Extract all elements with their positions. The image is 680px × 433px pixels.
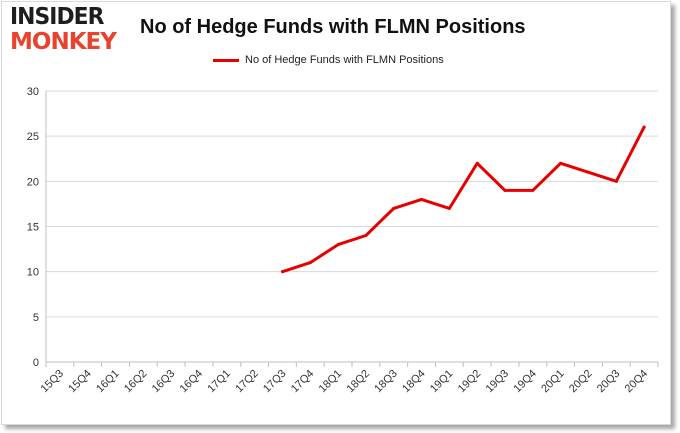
logo-line-1: INSIDER xyxy=(10,4,104,30)
data-point xyxy=(280,270,284,274)
data-point xyxy=(392,206,396,210)
x-tick-label: 18Q1 xyxy=(317,368,345,396)
chart-frame xyxy=(1,1,671,425)
chart-legend: No of Hedge Funds with FLMN Positions xyxy=(213,54,444,66)
data-point xyxy=(531,188,535,192)
x-tick-label: 20Q1 xyxy=(539,368,567,396)
data-point xyxy=(614,179,618,183)
x-tick-label: 16Q4 xyxy=(178,368,206,396)
x-tick-label: 20Q4 xyxy=(623,368,651,396)
x-tick-label: 20Q3 xyxy=(595,368,623,396)
y-tick-label: 20 xyxy=(27,176,39,188)
insider-monkey-logo: INSIDER MONKEY xyxy=(10,6,128,56)
y-tick-label: 25 xyxy=(27,131,39,143)
x-tick-label: 15Q4 xyxy=(66,368,94,396)
data-point xyxy=(447,206,451,210)
series-line-0 xyxy=(281,125,646,274)
y-tick-label: 5 xyxy=(33,312,39,324)
data-point xyxy=(364,234,368,238)
x-tick-label: 19Q1 xyxy=(428,368,456,396)
data-point xyxy=(642,125,646,129)
data-point xyxy=(503,188,507,192)
x-tick-label: 17Q1 xyxy=(205,368,233,396)
chart-title: No of Hedge Funds with FLMN Positions xyxy=(140,16,526,38)
data-point xyxy=(475,161,479,165)
x-tick-label: 20Q2 xyxy=(567,368,595,396)
legend-swatch xyxy=(213,58,239,62)
x-tick-label: 16Q1 xyxy=(94,368,122,396)
data-point xyxy=(586,170,590,174)
x-tick-label: 17Q3 xyxy=(261,368,289,396)
y-tick-label: 10 xyxy=(27,267,39,279)
x-tick-label: 17Q2 xyxy=(233,368,261,396)
y-tick-label: 15 xyxy=(27,222,39,234)
data-point xyxy=(336,243,340,247)
legend-label: No of Hedge Funds with FLMN Positions xyxy=(245,54,444,66)
data-point xyxy=(559,161,563,165)
logo-line-2: MONKEY xyxy=(10,29,117,55)
x-tick-label: 19Q4 xyxy=(511,368,539,396)
x-tick-label: 18Q4 xyxy=(400,368,428,396)
x-tick-label: 18Q3 xyxy=(372,368,400,396)
x-tick-label: 19Q3 xyxy=(484,368,512,396)
y-tick-label: 30 xyxy=(27,86,39,98)
x-tick-label: 16Q3 xyxy=(150,368,178,396)
data-point xyxy=(420,197,424,201)
x-tick-label: 17Q4 xyxy=(289,368,317,396)
x-tick-label: 15Q3 xyxy=(39,368,67,396)
x-tick-label: 16Q2 xyxy=(122,368,150,396)
x-tick-label: 18Q2 xyxy=(345,368,373,396)
x-tick-label: 19Q2 xyxy=(456,368,484,396)
data-point xyxy=(308,261,312,265)
y-tick-label: 0 xyxy=(33,357,39,369)
